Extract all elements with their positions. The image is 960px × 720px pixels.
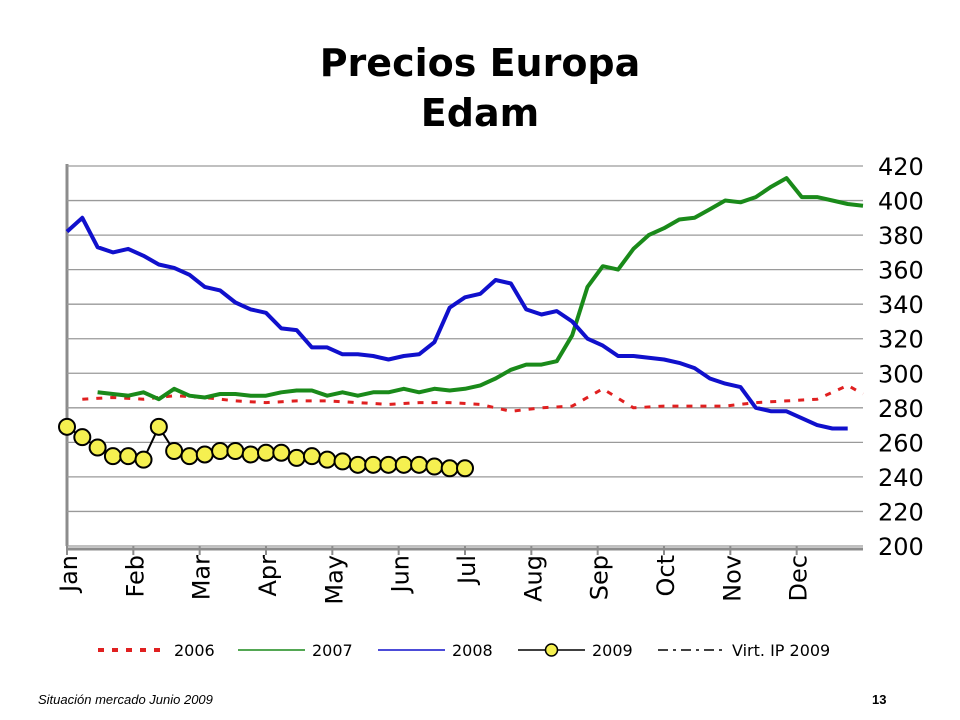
x-tick-label: May [320,555,348,605]
series-2009-marker [88,438,107,457]
x-tick-label: Dec [785,555,813,601]
series-2008-line [65,215,848,431]
series-2009-marker [195,445,214,464]
page-number: 13 [872,692,887,707]
series-2009-marker [425,457,444,476]
series-2009-marker [226,442,245,460]
series-2009-marker [257,443,275,462]
y-tick-label: 400 [878,188,924,216]
y-tick-label: 240 [878,464,924,492]
legend-virt-ip-2009-label: Virt. IP 2009 [732,641,830,660]
x-tick-label: Jun [387,555,415,595]
legend-2007-label: 2007 [312,641,353,660]
y-tick-label: 360 [878,257,924,285]
series-2009-marker [73,428,92,447]
legend: 2006 2007 2008 2009 Virt. IP 2009 [98,641,830,660]
x-tick-label: Mar [188,555,216,600]
footer-source: Situación mercado Junio 2009 [38,692,213,707]
series-2007-line [97,176,864,402]
series-2009-marker [58,417,76,436]
series-2009-marker [348,455,367,474]
legend-2008-label: 2008 [452,641,493,660]
series-2009-marker [394,455,413,474]
chart-title-line-2: Edam [420,91,540,135]
y-tick-label: 340 [878,291,924,319]
chart-title-line-1: Precios Europa [319,41,641,85]
legend-2009-label: 2009 [592,641,633,660]
x-tick-label: Feb [121,555,149,598]
series-2009-marker [456,459,474,478]
series-2009-marker [272,443,291,462]
y-tick-label: 320 [878,326,924,354]
line-chart: 200 220 240 260 280 300 320 340 360 380 400 420 Jan… [55,153,924,605]
y-axis-tick-labels: 200 220 240 260 280 300 320 340 360 380 400 420 [878,153,924,561]
x-tick-label: Jan [55,555,83,594]
x-axis-month-labels: Jan Feb Mar Apr May Jun Jul Aug Sep Oct Nov Dec [55,546,813,605]
series-2009-marker [134,450,153,469]
chart-title: Precios Europa Edam [0,38,960,138]
series-2009-marker [180,447,199,466]
plot-area [67,166,863,546]
y-tick-label: 420 [878,153,924,181]
series-layer [58,176,864,478]
y-tick-label: 220 [878,498,924,526]
series-2009-marker [318,450,337,469]
x-tick-label: Jul [453,555,481,586]
y-tick-label: 300 [878,360,924,388]
plot-frame [65,164,863,551]
series-2009-marker [410,455,429,474]
y-tick-label: 260 [878,429,924,457]
series-2009-marker [287,448,306,467]
x-tick-label: Apr [254,555,282,597]
x-tick-label: Sep [586,555,614,600]
series-2009-marker [440,459,459,478]
series-2009-marker [211,442,230,460]
x-tick-label: Nov [718,555,746,602]
series-2009-marker [119,447,138,466]
series-2009-marker [165,442,184,460]
legend-2006-label: 2006 [174,641,215,660]
series-2006-line [82,383,864,413]
x-tick-label: Aug [519,555,547,602]
series-2009-marker [333,452,352,471]
series-2009-marker [241,445,260,464]
series-2009-marker [103,447,122,466]
y-tick-label: 280 [878,395,924,423]
y-tick-label: 380 [878,222,924,250]
series-2009-marker [302,447,321,466]
y-tick-label: 200 [878,533,924,561]
series-2009-marker [379,455,398,474]
series-2009-marker [364,455,383,474]
series-2009-marker [149,417,168,436]
x-tick-label: Oct [652,555,680,597]
legend-2009-marker [544,643,559,657]
